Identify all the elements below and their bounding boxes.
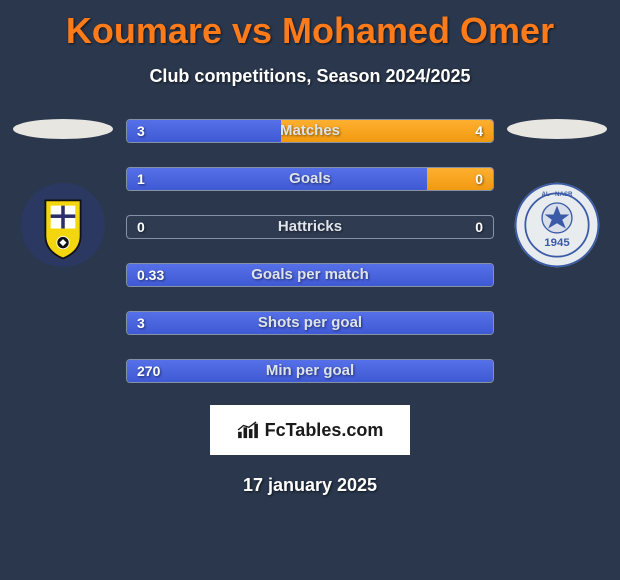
stat-row: 0.33Goals per match bbox=[126, 263, 494, 287]
stat-fill-left bbox=[127, 360, 493, 382]
stat-value-left: 0 bbox=[137, 216, 145, 238]
page-title: Koumare vs Mohamed Omer bbox=[0, 0, 620, 52]
stats-bars: 34Matches10Goals00Hattricks0.33Goals per… bbox=[118, 119, 502, 383]
stat-fill-right bbox=[427, 168, 493, 190]
stat-fill-left bbox=[127, 120, 281, 142]
club-left-badge-svg bbox=[19, 181, 107, 269]
stat-value-right: 0 bbox=[475, 168, 483, 190]
player-left-name: Koumare bbox=[66, 10, 222, 51]
stat-row: 3Shots per goal bbox=[126, 311, 494, 335]
subtitle: Club competitions, Season 2024/2025 bbox=[0, 66, 620, 87]
stat-fill-right bbox=[281, 120, 493, 142]
stat-row: 0 0Hattricks bbox=[126, 215, 494, 239]
comparison-card: Koumare vs Mohamed Omer Club competition… bbox=[0, 0, 620, 496]
branding-box[interactable]: FcTables.com bbox=[210, 405, 410, 455]
stat-value-left: 3 bbox=[137, 120, 145, 142]
stat-fill-left bbox=[127, 312, 493, 334]
vs-separator: vs bbox=[222, 10, 282, 51]
player-right-photo bbox=[507, 119, 607, 139]
stat-value-left: 0.33 bbox=[137, 264, 164, 286]
stat-label: Hattricks bbox=[127, 216, 493, 238]
club-right-badge-svg: 1945 AL · NASR bbox=[513, 181, 601, 269]
left-side-column bbox=[8, 119, 118, 269]
svg-text:AL · NASR: AL · NASR bbox=[541, 191, 573, 198]
club-right-badge: 1945 AL · NASR bbox=[513, 181, 601, 269]
main-row: 34Matches10Goals00Hattricks0.33Goals per… bbox=[0, 119, 620, 383]
player-right-name: Mohamed Omer bbox=[282, 10, 554, 51]
date-line: 17 january 2025 bbox=[0, 475, 620, 496]
stat-value-right: 4 bbox=[475, 120, 483, 142]
svg-text:1945: 1945 bbox=[544, 237, 570, 249]
player-left-photo bbox=[13, 119, 113, 139]
stat-value-left: 1 bbox=[137, 168, 145, 190]
right-side-column: 1945 AL · NASR bbox=[502, 119, 612, 269]
stat-value-left: 3 bbox=[137, 312, 145, 334]
stat-row: 10Goals bbox=[126, 167, 494, 191]
stat-row: 270Min per goal bbox=[126, 359, 494, 383]
stat-value-right: 0 bbox=[475, 216, 483, 238]
stat-value-left: 270 bbox=[137, 360, 160, 382]
branding-text: FcTables.com bbox=[265, 420, 384, 441]
stat-fill-left bbox=[127, 264, 493, 286]
brand-chart-icon bbox=[237, 421, 259, 439]
club-left-badge bbox=[19, 181, 107, 269]
stat-row: 34Matches bbox=[126, 119, 494, 143]
